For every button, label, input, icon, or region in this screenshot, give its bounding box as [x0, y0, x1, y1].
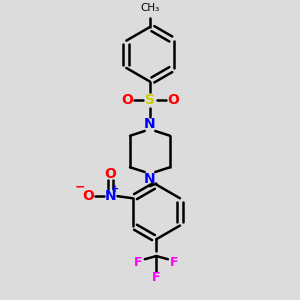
Text: F: F — [170, 256, 178, 269]
Text: +: + — [111, 184, 119, 194]
Text: O: O — [82, 189, 94, 203]
Text: S: S — [145, 93, 155, 107]
Text: N: N — [144, 172, 156, 186]
Text: F: F — [152, 271, 160, 284]
Text: N: N — [105, 189, 116, 203]
Text: O: O — [105, 167, 116, 181]
Text: O: O — [121, 93, 133, 107]
Text: O: O — [167, 93, 179, 107]
Text: −: − — [74, 181, 85, 194]
Text: CH₃: CH₃ — [140, 3, 160, 13]
Text: F: F — [134, 256, 143, 269]
Text: N: N — [144, 117, 156, 131]
